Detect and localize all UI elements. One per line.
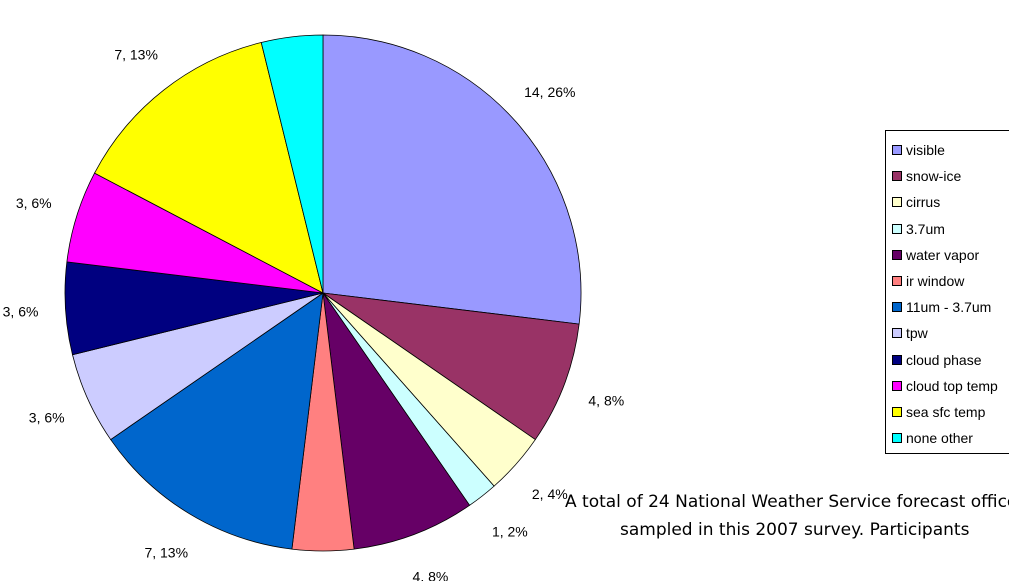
pie-slice-visible xyxy=(322,34,582,325)
legend-label: ir window xyxy=(906,273,965,290)
data-label: 3, 6% xyxy=(16,195,52,211)
legend-item: cloud top temp xyxy=(886,373,1009,399)
pie-slice-sea-sfc-temp xyxy=(94,42,324,294)
data-label: 7, 13% xyxy=(114,46,158,62)
legend-swatch xyxy=(892,406,902,417)
legend-label: visible xyxy=(906,142,945,159)
legend-item: cloud phase xyxy=(886,347,1009,373)
legend-item: snow-ice xyxy=(886,163,1009,189)
data-label: 2, 4% xyxy=(532,486,568,502)
legend-label: sea sfc temp xyxy=(906,403,986,420)
legend-label: cirrus xyxy=(906,194,941,211)
pie-slice-water-vapor xyxy=(322,292,471,550)
data-label: 4, 8% xyxy=(588,392,624,408)
legend-item: sea sfc temp xyxy=(886,399,1009,425)
legend-swatch xyxy=(892,197,902,208)
caption-text: A total of 24 National Weather Service f… xyxy=(565,488,1009,544)
data-label: 14, 26% xyxy=(524,84,575,100)
legend-item: 11um - 3.7um xyxy=(886,294,1009,320)
pie-slice-none-other xyxy=(260,34,324,294)
pie-slices xyxy=(64,34,582,552)
data-label: 3, 6% xyxy=(29,409,65,425)
legend-label: 3.7um xyxy=(906,220,945,237)
data-label: 1, 2% xyxy=(492,524,528,540)
legend-item: water vapor xyxy=(886,242,1009,268)
pie-data-labels: 14, 26%4, 8%2, 4%1, 2%4, 8%2, 4%7, 13%3,… xyxy=(3,0,625,581)
legend-item: none other xyxy=(886,425,1009,451)
legend-item: tpw xyxy=(886,320,1009,346)
legend-item: cirrus xyxy=(886,189,1009,215)
data-label: 3, 6% xyxy=(3,303,39,319)
legend-swatch xyxy=(892,145,902,156)
legend-label: none other xyxy=(906,430,973,447)
legend-label: cloud top temp xyxy=(906,377,998,394)
pie-slice-snow-ice xyxy=(322,292,580,441)
legend-swatch xyxy=(892,380,902,391)
legend-swatch xyxy=(892,354,902,365)
legend-item: ir window xyxy=(886,268,1009,294)
legend-swatch xyxy=(892,249,902,260)
data-label: 7, 13% xyxy=(144,544,188,560)
legend-swatch xyxy=(892,302,902,313)
legend-swatch xyxy=(892,223,902,234)
pie-slice-11um-3-7um xyxy=(110,292,324,550)
legend-label: cloud phase xyxy=(906,351,982,368)
legend-label: 11um - 3.7um xyxy=(906,299,992,316)
legend-item: visible xyxy=(886,137,1009,163)
legend-swatch xyxy=(892,171,902,182)
data-label: 4, 8% xyxy=(413,568,449,581)
legend-label: water vapor xyxy=(906,246,980,263)
legend-swatch xyxy=(892,328,902,339)
legend-label: tpw xyxy=(906,325,928,342)
legend-label: snow-ice xyxy=(906,168,962,185)
chart-legend: visible snow-ice cirrus 3.7um water vapor ir … xyxy=(885,130,1009,454)
caption-line-1: A total of 24 National Weather Service f… xyxy=(565,492,1009,512)
legend-swatch xyxy=(892,276,902,287)
legend-item: 3.7um xyxy=(886,216,1009,242)
legend-swatch xyxy=(892,433,902,444)
caption-line-2: sampled in this 2007 survey. Participant… xyxy=(620,520,970,540)
